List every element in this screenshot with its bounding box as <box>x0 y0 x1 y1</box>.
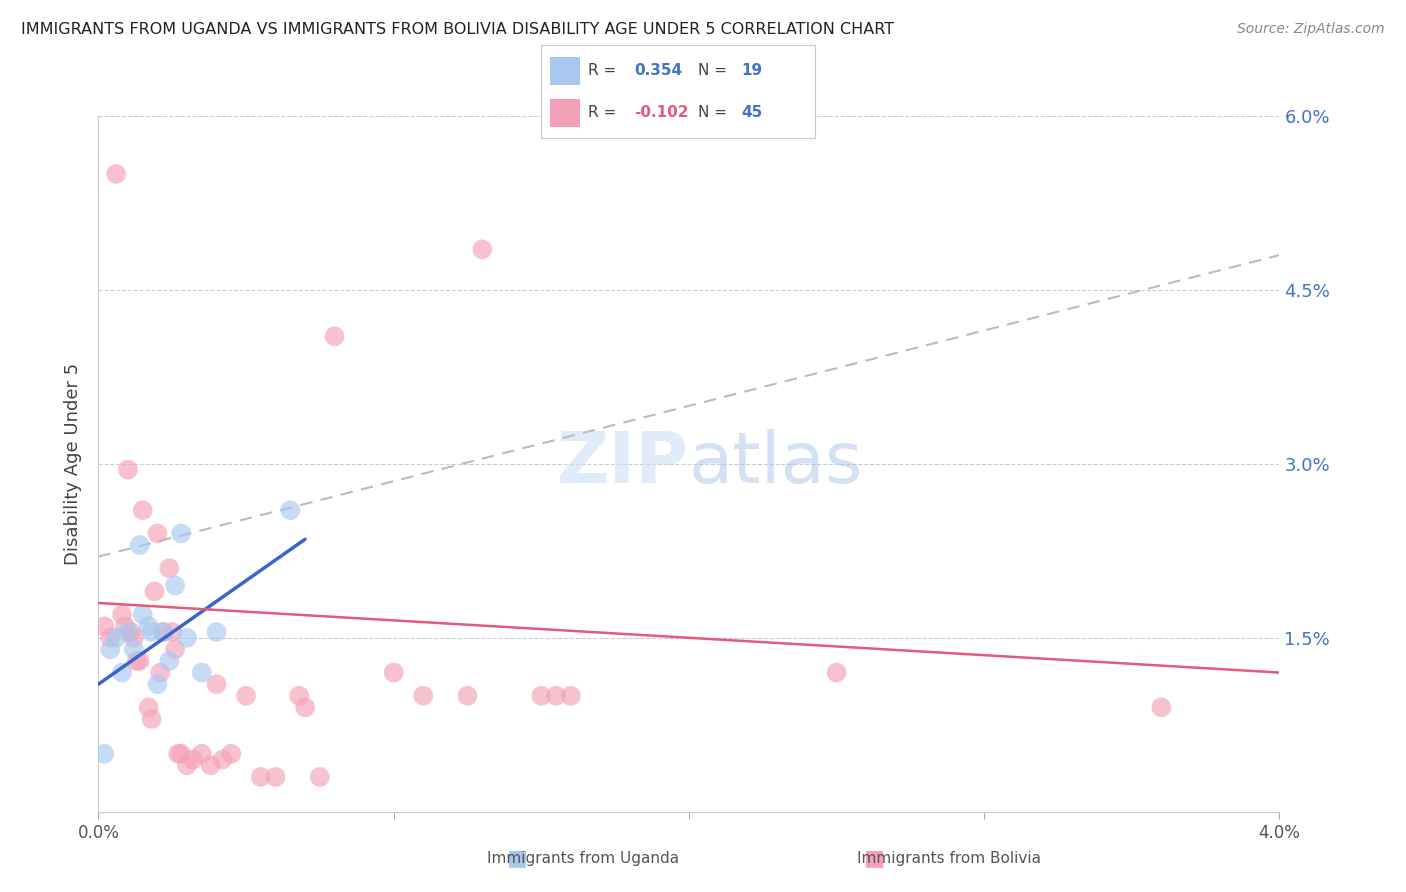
Point <box>165 642 187 657</box>
Point <box>165 579 187 593</box>
Point <box>114 619 136 633</box>
Point <box>117 462 139 476</box>
Point <box>546 689 568 703</box>
Text: 45: 45 <box>741 105 762 120</box>
Text: Immigrants from Bolivia: Immigrants from Bolivia <box>858 851 1040 865</box>
Text: ZIP: ZIP <box>557 429 689 499</box>
Bar <box>550 57 579 85</box>
Text: N =: N = <box>697 63 731 78</box>
Point <box>250 770 273 784</box>
Point <box>157 654 180 668</box>
Text: ■: ■ <box>865 848 884 868</box>
Text: -0.102: -0.102 <box>634 105 689 120</box>
Point <box>125 654 148 668</box>
Point <box>141 712 163 726</box>
Point <box>288 689 311 703</box>
Point <box>191 665 214 680</box>
Point <box>191 747 214 761</box>
Point <box>167 747 190 761</box>
Point <box>560 689 582 703</box>
Point <box>132 503 155 517</box>
Y-axis label: Disability Age Under 5: Disability Age Under 5 <box>63 363 82 565</box>
Point <box>176 758 198 772</box>
Text: R =: R = <box>588 63 621 78</box>
Bar <box>550 99 579 127</box>
Point <box>105 167 128 181</box>
Point <box>1150 700 1173 714</box>
Point <box>128 538 150 552</box>
Point <box>382 665 405 680</box>
Point <box>117 624 139 639</box>
Point <box>308 770 332 784</box>
Point <box>128 654 150 668</box>
Point <box>235 689 257 703</box>
Point <box>149 665 172 680</box>
Point <box>132 607 155 622</box>
Point <box>530 689 553 703</box>
Point <box>219 747 242 761</box>
Point <box>146 526 169 541</box>
Point <box>111 665 134 680</box>
Point <box>170 526 193 541</box>
Point <box>122 642 145 657</box>
Point <box>152 624 174 639</box>
Point <box>152 624 174 639</box>
Point <box>323 329 346 343</box>
Point <box>157 561 180 575</box>
Point <box>93 747 115 761</box>
Point <box>143 584 166 599</box>
Point <box>211 753 233 767</box>
Text: Source: ZipAtlas.com: Source: ZipAtlas.com <box>1237 22 1385 37</box>
Text: 19: 19 <box>741 63 762 78</box>
Point <box>456 689 478 703</box>
Point <box>98 642 121 657</box>
Point <box>138 619 160 633</box>
Point <box>141 624 163 639</box>
Point <box>278 503 302 517</box>
Point <box>138 700 160 714</box>
Text: atlas: atlas <box>689 429 863 499</box>
Point <box>205 677 228 691</box>
Point <box>264 770 287 784</box>
Point <box>181 753 204 767</box>
Point <box>93 619 115 633</box>
Point <box>170 747 193 761</box>
Point <box>412 689 434 703</box>
Text: R =: R = <box>588 105 621 120</box>
Point <box>122 631 145 645</box>
Point <box>294 700 316 714</box>
Point <box>98 631 121 645</box>
Point <box>120 624 142 639</box>
Point <box>176 631 198 645</box>
Point <box>146 677 169 691</box>
Point <box>205 624 228 639</box>
Point <box>825 665 848 680</box>
Text: ■: ■ <box>508 848 527 868</box>
Point <box>105 631 128 645</box>
Point <box>200 758 222 772</box>
Text: N =: N = <box>697 105 731 120</box>
Point <box>471 243 494 257</box>
Point <box>162 624 183 639</box>
Text: Immigrants from Uganda: Immigrants from Uganda <box>488 851 679 865</box>
Text: 0.354: 0.354 <box>634 63 683 78</box>
Text: IMMIGRANTS FROM UGANDA VS IMMIGRANTS FROM BOLIVIA DISABILITY AGE UNDER 5 CORRELA: IMMIGRANTS FROM UGANDA VS IMMIGRANTS FRO… <box>21 22 894 37</box>
Point <box>111 607 134 622</box>
